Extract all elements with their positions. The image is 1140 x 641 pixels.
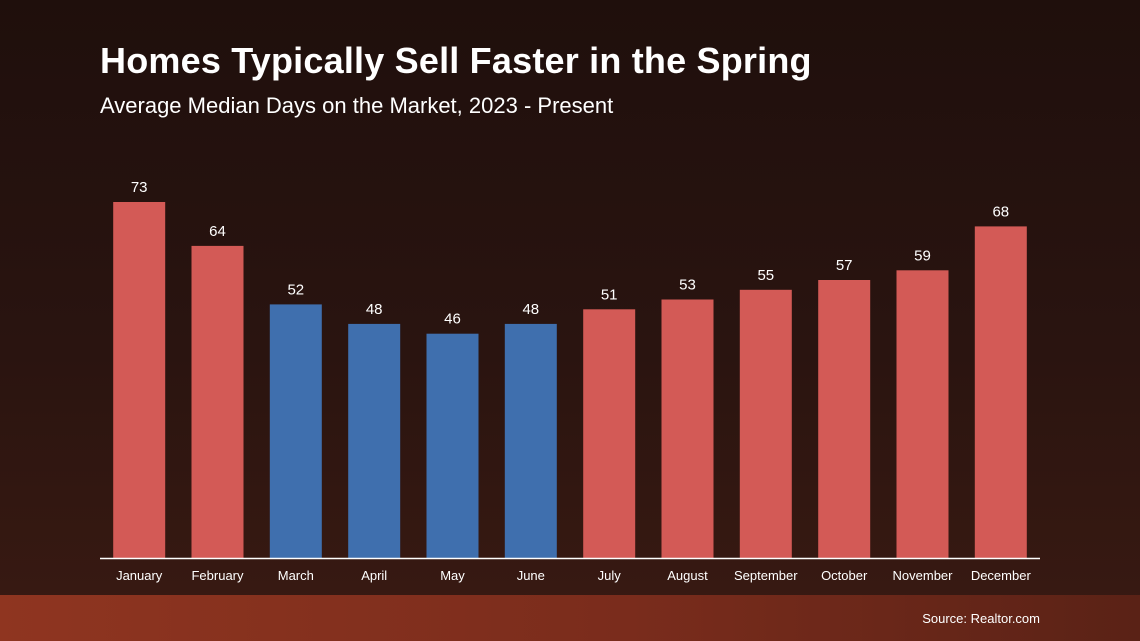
tick-label-june: June: [517, 568, 545, 583]
value-label-november: 59: [914, 247, 931, 264]
tick-label-may: May: [440, 568, 465, 583]
bar-march: [269, 304, 322, 558]
tick-label-july: July: [598, 568, 622, 583]
bar-may: [426, 333, 479, 558]
tick-label-august: August: [667, 568, 708, 583]
tick-label-december: December: [971, 568, 1032, 583]
footer-band: [0, 595, 1140, 641]
value-label-january: 73: [131, 179, 148, 196]
bar-june: [504, 323, 557, 558]
chart-subtitle: Average Median Days on the Market, 2023 …: [100, 93, 614, 118]
value-label-may: 46: [444, 311, 461, 328]
value-label-september: 55: [757, 267, 774, 284]
tick-label-november: November: [893, 568, 954, 583]
tick-label-january: January: [116, 568, 163, 583]
bar-february: [191, 245, 244, 558]
tick-label-september: September: [734, 568, 798, 583]
bar-october: [818, 280, 871, 558]
value-label-march: 52: [287, 281, 304, 298]
value-label-august: 53: [679, 277, 696, 294]
tick-label-october: October: [821, 568, 868, 583]
bar-december: [974, 226, 1027, 558]
tick-label-february: February: [191, 568, 244, 583]
value-label-april: 48: [366, 301, 383, 318]
bar-april: [348, 323, 401, 558]
value-label-october: 57: [836, 257, 853, 274]
value-label-december: 68: [992, 203, 1009, 220]
bar-august: [661, 299, 714, 558]
bar-january: [113, 202, 166, 558]
value-label-february: 64: [209, 223, 226, 240]
bar-september: [739, 289, 792, 558]
bar-november: [896, 270, 949, 558]
value-label-july: 51: [601, 286, 618, 303]
bar-july: [583, 309, 636, 558]
source-label: Source: Realtor.com: [922, 611, 1040, 626]
tick-label-march: March: [278, 568, 314, 583]
tick-label-april: April: [361, 568, 387, 583]
value-label-june: 48: [522, 301, 539, 318]
chart-title: Homes Typically Sell Faster in the Sprin…: [100, 40, 812, 81]
